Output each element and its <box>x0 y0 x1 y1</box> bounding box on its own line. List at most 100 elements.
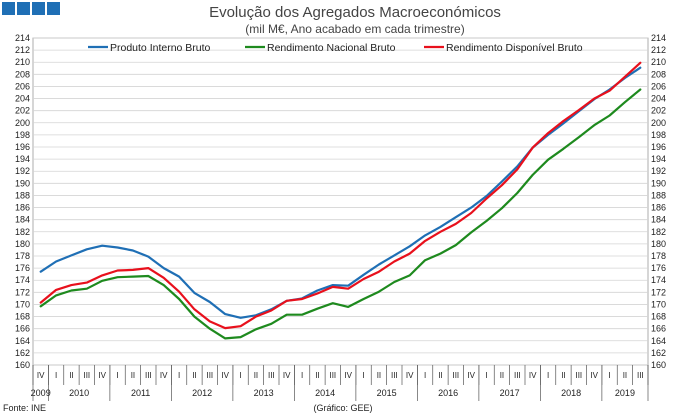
y-tick-label: 176 <box>15 263 30 273</box>
x-quarter-label: I <box>547 371 549 380</box>
y-tick-label: 184 <box>651 215 666 225</box>
y-tick-label: 200 <box>651 118 666 128</box>
y-tick-label: 198 <box>651 130 666 140</box>
y-tick-label: 188 <box>651 190 666 200</box>
y-tick-label: 210 <box>15 57 30 67</box>
y-tick-label: 186 <box>15 203 30 213</box>
x-quarter-label: II <box>254 371 258 380</box>
logo-square <box>32 2 45 15</box>
y-axis-left: 160 162 164 166 168 170 172 174 176 178 180 182 184 1… <box>15 33 30 370</box>
x-quarter-label: III <box>145 371 152 380</box>
x-year-label: 2014 <box>315 388 335 398</box>
x-quarter-label: III <box>83 371 90 380</box>
series-line <box>39 88 642 340</box>
y-tick-label: 188 <box>15 190 30 200</box>
series-lines <box>39 61 642 340</box>
y-tick-label: 190 <box>15 178 30 188</box>
x-year-label: 2009 <box>31 388 51 398</box>
y-tick-label: 178 <box>15 251 30 261</box>
y-tick-label: 214 <box>15 33 30 43</box>
x-quarter-label: II <box>561 371 565 380</box>
x-quarter-label: I <box>301 371 303 380</box>
legend-label: Rendimento Nacional Bruto <box>267 42 396 54</box>
y-tick-label: 204 <box>651 94 666 104</box>
x-year-label: 2013 <box>254 388 274 398</box>
x-quarter-label: I <box>178 371 180 380</box>
y-tick-label: 202 <box>651 106 666 116</box>
y-tick-label: 212 <box>15 45 30 55</box>
x-quarter-label: III <box>575 371 582 380</box>
y-tick-label: 214 <box>651 33 666 43</box>
chart-title: Evolução dos Agregados Macroeconómicos <box>209 4 501 21</box>
x-year-label: 2010 <box>69 388 89 398</box>
x-year-label: 2017 <box>500 388 520 398</box>
x-quarter-label: II <box>500 371 504 380</box>
x-quarter-label: I <box>239 371 241 380</box>
gridlines <box>32 37 649 366</box>
x-quarter-label: III <box>329 371 336 380</box>
y-tick-label: 212 <box>651 45 666 55</box>
y-tick-label: 168 <box>15 312 30 322</box>
y-tick-label: 194 <box>651 154 666 164</box>
y-tick-label: 160 <box>651 360 666 370</box>
y-tick-label: 186 <box>651 203 666 213</box>
x-quarter-label: IV <box>37 371 45 380</box>
x-quarter-label: III <box>637 371 644 380</box>
chart-subtitle: (mil M€, Ano acabado em cada trimestre) <box>245 22 464 36</box>
x-year-label: 2018 <box>561 388 581 398</box>
series-line <box>39 61 642 330</box>
y-tick-label: 172 <box>651 287 666 297</box>
y-tick-label: 200 <box>15 118 30 128</box>
x-quarter-label: III <box>206 371 213 380</box>
y-tick-label: 176 <box>651 263 666 273</box>
x-quarter-label: II <box>131 371 135 380</box>
logo-square <box>17 2 30 15</box>
legend-label: Produto Interno Bruto <box>110 42 211 54</box>
x-year-label: 2019 <box>615 388 635 398</box>
y-tick-label: 180 <box>15 239 30 249</box>
x-year-label: 2015 <box>377 388 397 398</box>
y-tick-label: 206 <box>15 81 30 91</box>
y-tick-label: 204 <box>15 94 30 104</box>
y-tick-label: 174 <box>15 275 30 285</box>
x-quarter-label: IV <box>406 371 414 380</box>
x-quarter-label: III <box>268 371 275 380</box>
y-tick-label: 190 <box>651 178 666 188</box>
y-tick-label: 162 <box>15 348 30 358</box>
y-tick-label: 206 <box>651 81 666 91</box>
x-quarter-label: I <box>116 371 118 380</box>
x-quarter-label: III <box>514 371 521 380</box>
y-tick-label: 166 <box>651 324 666 334</box>
y-tick-label: 178 <box>651 251 666 261</box>
y-tick-label: 172 <box>15 287 30 297</box>
y-tick-label: 182 <box>651 227 666 237</box>
credit-note: (Gráfico: GEE) <box>313 403 372 413</box>
x-quarter-label: I <box>362 371 364 380</box>
y-tick-label: 202 <box>15 106 30 116</box>
y-tick-label: 184 <box>15 215 30 225</box>
y-tick-label: 164 <box>651 336 666 346</box>
x-quarter-label: II <box>69 371 73 380</box>
legend: Produto Interno Bruto Rendimento Nacional… <box>88 42 583 54</box>
y-tick-label: 182 <box>15 227 30 237</box>
x-quarter-label: II <box>315 371 319 380</box>
legend-label: Rendimento Disponível Bruto <box>446 42 583 54</box>
x-quarter-label: II <box>377 371 381 380</box>
x-quarter-label: IV <box>160 371 168 380</box>
y-tick-label: 210 <box>651 57 666 67</box>
x-quarter-label: IV <box>98 371 106 380</box>
x-quarter-label: IV <box>529 371 537 380</box>
y-tick-label: 198 <box>15 130 30 140</box>
y-axis-right: 160 162 164 166 168 170 172 174 176 178 180 182 184 1… <box>651 33 666 370</box>
y-tick-label: 170 <box>15 299 30 309</box>
x-quarter-label: III <box>452 371 459 380</box>
x-quarter-label: III <box>391 371 398 380</box>
y-tick-label: 162 <box>651 348 666 358</box>
x-year-label: 2012 <box>192 388 212 398</box>
logo-square <box>2 2 15 15</box>
y-tick-label: 174 <box>651 275 666 285</box>
y-tick-label: 164 <box>15 336 30 346</box>
y-tick-label: 196 <box>651 142 666 152</box>
x-year-label: 2016 <box>438 388 458 398</box>
